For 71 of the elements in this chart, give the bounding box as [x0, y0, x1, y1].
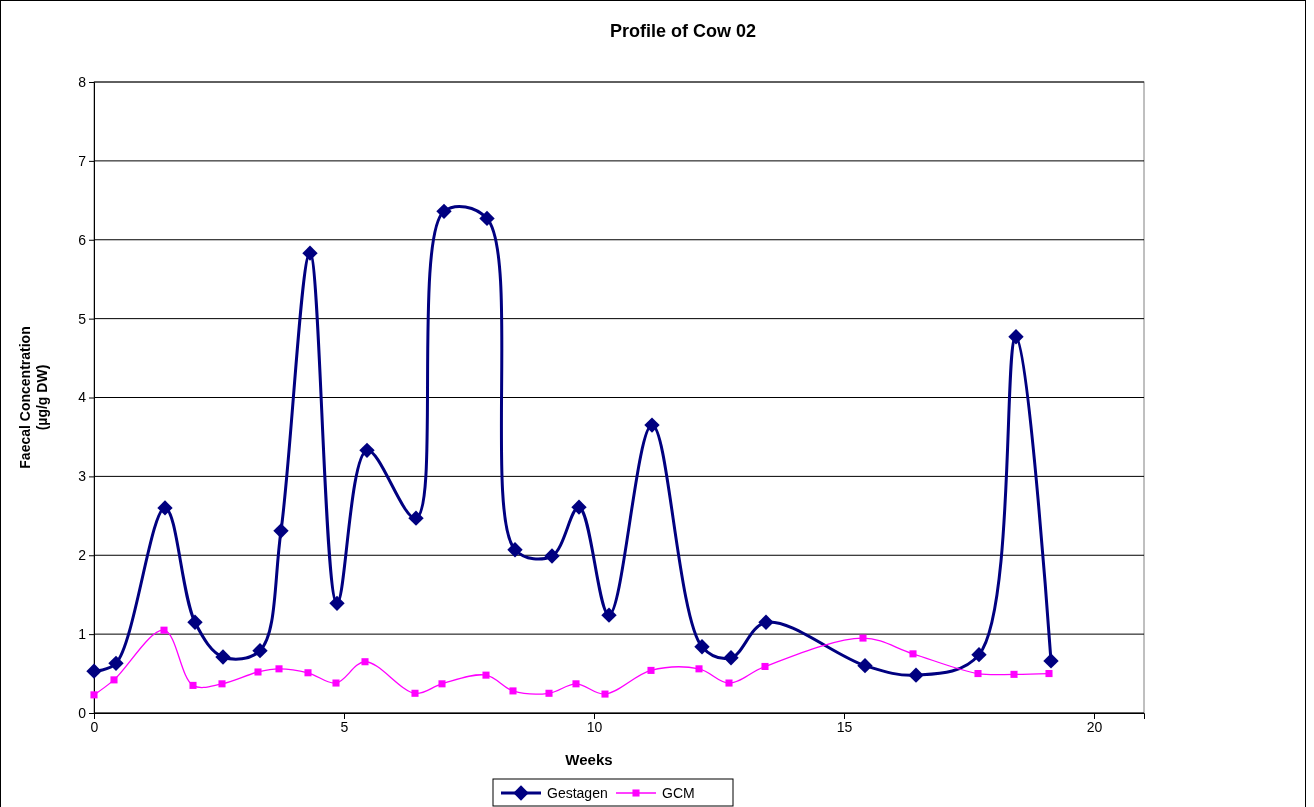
y-tick-label: 1 [78, 626, 87, 643]
y-tick-label: 2 [78, 547, 87, 564]
point [695, 665, 703, 673]
point [436, 203, 452, 220]
point [304, 669, 312, 677]
point [758, 614, 774, 630]
point [647, 666, 655, 674]
point [187, 614, 203, 630]
point [601, 690, 609, 698]
point [438, 680, 446, 688]
point [761, 662, 769, 670]
point [544, 548, 560, 564]
point [601, 607, 617, 623]
point [572, 680, 580, 688]
y-tick-label: 3 [78, 468, 87, 485]
point [157, 500, 173, 516]
point [857, 658, 873, 674]
legend-label: GCM [662, 785, 695, 801]
point [723, 650, 739, 666]
point [644, 417, 660, 433]
point [507, 542, 523, 558]
point [694, 639, 710, 655]
y-tick-label: 4 [78, 389, 87, 406]
y-tick-label: 0 [78, 704, 87, 721]
point [254, 668, 262, 676]
point [411, 689, 419, 697]
point [110, 676, 118, 684]
point [252, 643, 268, 659]
y-tick-label: 7 [78, 152, 87, 169]
y-axis-title: Faecal Concentration (µg/g DW) [17, 326, 50, 469]
point [108, 655, 124, 671]
x-tick-label: 10 [586, 718, 603, 735]
point [1010, 670, 1018, 678]
point [189, 681, 197, 689]
point [859, 634, 867, 642]
point [273, 523, 289, 539]
point [479, 210, 495, 227]
x-tick-label: 0 [90, 718, 99, 735]
point [545, 689, 553, 697]
point [909, 650, 917, 658]
point [908, 667, 924, 683]
point [974, 670, 982, 678]
legend-label: Gestagen [547, 785, 608, 801]
point [571, 499, 587, 515]
point [90, 691, 98, 699]
point [361, 658, 369, 666]
point [329, 595, 345, 612]
y-tick-label: 5 [78, 310, 87, 327]
point [218, 680, 226, 688]
point [1043, 653, 1059, 669]
point [725, 679, 733, 687]
point [160, 626, 168, 634]
point [86, 663, 102, 679]
point [359, 442, 375, 459]
point [482, 671, 490, 679]
point [275, 665, 283, 673]
point [408, 510, 424, 526]
x-tick-label: 5 [340, 718, 349, 735]
point [971, 646, 987, 663]
point [215, 649, 231, 665]
chart-title: Profile of Cow 02 [609, 21, 757, 41]
point [509, 687, 517, 695]
x-tick-label: 15 [836, 718, 853, 735]
point [1008, 329, 1024, 345]
y-tick-label: 6 [78, 231, 87, 248]
point [302, 245, 318, 261]
x-tick-label: 20 [1086, 718, 1103, 735]
point [332, 679, 340, 687]
point [1045, 670, 1053, 678]
y-tick-label: 8 [78, 73, 87, 90]
x-axis-title: Weeks [565, 751, 613, 768]
